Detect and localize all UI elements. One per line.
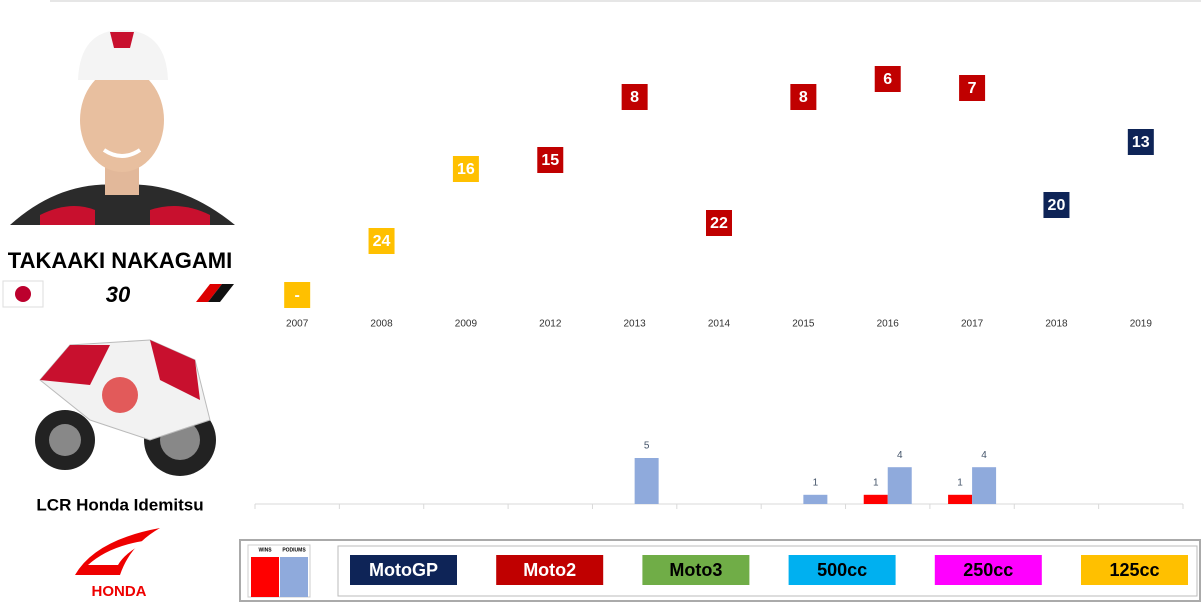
bar-value-label: 5 (644, 441, 650, 452)
class-legend-box (496, 555, 604, 585)
position-box (537, 147, 564, 173)
x-tick-label: 2008 (370, 319, 393, 330)
x-tick-label: 2013 (624, 319, 647, 330)
position-box (959, 75, 986, 101)
x-tick-label: 2007 (286, 319, 309, 330)
position-label: 15 (541, 152, 559, 169)
rider-photo (10, 30, 235, 225)
bar (948, 494, 973, 504)
bar-value-label: 1 (813, 477, 819, 488)
class-legend-label: Moto3 (669, 560, 722, 580)
x-tick-label: 2012 (539, 319, 562, 330)
bar-legend-label: WINS (258, 547, 272, 553)
class-legend-box (350, 555, 457, 585)
class-legend-label: 250cc (963, 560, 1013, 580)
position-box (790, 84, 817, 110)
position-label: 6 (883, 71, 892, 88)
bar (803, 494, 828, 504)
bike-image (35, 339, 216, 476)
position-box (621, 84, 648, 110)
brand-text: HONDA (92, 583, 147, 600)
flag (2, 280, 44, 308)
x-tick-label: 2009 (455, 319, 478, 330)
position-label: 20 (1048, 197, 1066, 214)
bar-value-label: 4 (981, 450, 987, 461)
bar-value-label: 1 (957, 477, 963, 488)
team-name: LCR Honda Idemitsu (36, 495, 203, 514)
position-label: 13 (1132, 134, 1150, 151)
x-tick-label: 2019 (1130, 319, 1153, 330)
x-tick-label: 2014 (708, 319, 731, 330)
x-tick-label: 2015 (792, 319, 815, 330)
position-box (368, 228, 395, 254)
class-legend-box (1081, 555, 1188, 585)
position-box (1043, 192, 1070, 218)
class-legend-label: 125cc (1109, 560, 1159, 580)
bar (863, 494, 888, 504)
series-logo (196, 284, 234, 302)
bar-value-label: 1 (873, 477, 879, 488)
class-legend-box (788, 555, 896, 585)
class-legend-box (934, 555, 1042, 585)
position-box (706, 210, 732, 236)
position-label: 16 (457, 161, 475, 178)
rider-number: 30 (106, 282, 131, 307)
class-legend-label: Moto2 (523, 560, 576, 580)
position-box (874, 66, 901, 92)
position-label: 24 (373, 233, 391, 250)
bar-legend-swatch (280, 557, 308, 597)
x-tick-label: 2017 (961, 319, 984, 330)
position-label: 22 (710, 215, 728, 232)
x-tick-label: 2018 (1045, 319, 1068, 330)
bar (972, 467, 997, 504)
brand-logo: HONDA (75, 528, 160, 600)
position-box (1127, 129, 1154, 155)
position-label: - (295, 287, 300, 304)
position-label: 8 (630, 89, 639, 106)
class-legend-label: 500cc (817, 560, 867, 580)
legend-inner-frame (337, 545, 1198, 597)
position-box (284, 282, 311, 308)
class-legend-box (642, 555, 750, 585)
bar-legend-swatch (251, 557, 279, 597)
bar (634, 458, 659, 504)
x-tick-label: 2016 (877, 319, 900, 330)
bar-legend-label: PODIUMS (282, 547, 306, 553)
bar-value-label: 4 (897, 450, 903, 461)
class-legend-label: MotoGP (369, 560, 438, 580)
position-label: 8 (799, 89, 808, 106)
bar (887, 467, 912, 504)
position-box (452, 156, 479, 182)
rider-name: TAKAAKI NAKAGAMI (8, 248, 232, 273)
position-label: 7 (968, 80, 977, 97)
